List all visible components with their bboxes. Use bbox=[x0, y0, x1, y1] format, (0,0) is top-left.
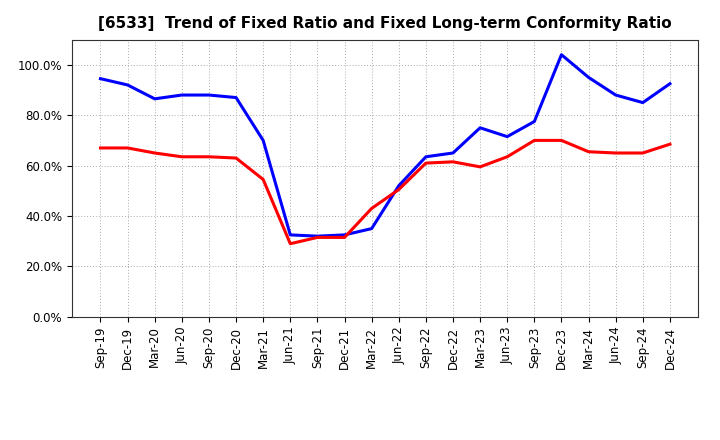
Fixed Ratio bbox=[204, 92, 213, 98]
Fixed Long-term Conformity Ratio bbox=[286, 241, 294, 246]
Title: [6533]  Trend of Fixed Ratio and Fixed Long-term Conformity Ratio: [6533] Trend of Fixed Ratio and Fixed Lo… bbox=[99, 16, 672, 32]
Fixed Long-term Conformity Ratio bbox=[503, 154, 511, 159]
Fixed Long-term Conformity Ratio bbox=[665, 142, 674, 147]
Fixed Ratio bbox=[313, 234, 322, 239]
Fixed Long-term Conformity Ratio bbox=[178, 154, 186, 159]
Fixed Ratio bbox=[476, 125, 485, 130]
Fixed Ratio bbox=[421, 154, 430, 159]
Fixed Long-term Conformity Ratio bbox=[341, 235, 349, 240]
Fixed Long-term Conformity Ratio bbox=[395, 187, 403, 192]
Fixed Ratio bbox=[530, 119, 539, 124]
Fixed Ratio bbox=[367, 226, 376, 231]
Fixed Long-term Conformity Ratio bbox=[476, 164, 485, 169]
Fixed Long-term Conformity Ratio bbox=[639, 150, 647, 156]
Fixed Ratio bbox=[449, 150, 457, 156]
Fixed Long-term Conformity Ratio bbox=[557, 138, 566, 143]
Fixed Long-term Conformity Ratio bbox=[449, 159, 457, 165]
Fixed Ratio bbox=[395, 183, 403, 188]
Fixed Ratio bbox=[503, 134, 511, 139]
Fixed Long-term Conformity Ratio bbox=[123, 145, 132, 150]
Fixed Long-term Conformity Ratio bbox=[259, 177, 268, 182]
Fixed Ratio bbox=[232, 95, 240, 100]
Line: Fixed Long-term Conformity Ratio: Fixed Long-term Conformity Ratio bbox=[101, 140, 670, 244]
Fixed Long-term Conformity Ratio bbox=[421, 161, 430, 166]
Fixed Ratio bbox=[150, 96, 159, 102]
Fixed Long-term Conformity Ratio bbox=[611, 150, 620, 156]
Fixed Long-term Conformity Ratio bbox=[96, 145, 105, 150]
Fixed Ratio bbox=[665, 81, 674, 86]
Fixed Ratio bbox=[286, 232, 294, 238]
Fixed Long-term Conformity Ratio bbox=[150, 150, 159, 156]
Fixed Ratio bbox=[341, 232, 349, 238]
Fixed Long-term Conformity Ratio bbox=[530, 138, 539, 143]
Fixed Long-term Conformity Ratio bbox=[584, 149, 593, 154]
Fixed Ratio bbox=[584, 75, 593, 80]
Fixed Long-term Conformity Ratio bbox=[204, 154, 213, 159]
Fixed Ratio bbox=[178, 92, 186, 98]
Fixed Long-term Conformity Ratio bbox=[367, 206, 376, 211]
Line: Fixed Ratio: Fixed Ratio bbox=[101, 55, 670, 236]
Fixed Ratio bbox=[611, 92, 620, 98]
Fixed Long-term Conformity Ratio bbox=[232, 155, 240, 161]
Fixed Ratio bbox=[259, 138, 268, 143]
Fixed Long-term Conformity Ratio bbox=[313, 235, 322, 240]
Fixed Ratio bbox=[639, 100, 647, 105]
Fixed Ratio bbox=[96, 76, 105, 81]
Fixed Ratio bbox=[123, 82, 132, 88]
Fixed Ratio bbox=[557, 52, 566, 57]
